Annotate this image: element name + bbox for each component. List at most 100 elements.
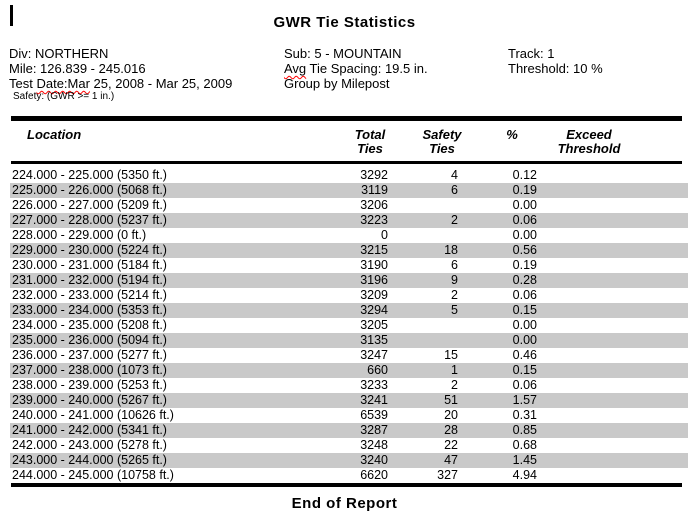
- table-row: 241.000 - 242.000 (5341 ft.) 3287 28 0.85: [10, 423, 688, 438]
- table-row: 233.000 - 234.000 (5353 ft.) 3294 5 0.15: [10, 303, 688, 318]
- row-safety-ties: 327: [437, 468, 458, 482]
- column-header-label: Ties: [429, 141, 455, 156]
- row-percent: 4.94: [512, 468, 537, 482]
- row-safety-ties: 51: [444, 393, 458, 407]
- row-exceed-threshold: [550, 333, 650, 348]
- column-header-label: Total: [354, 127, 386, 142]
- row-total-ties: 6620: [360, 468, 388, 482]
- row-location: 240.000 - 241.000 (10626 ft.): [12, 408, 174, 422]
- row-total-ties: 3209: [360, 288, 388, 302]
- row-exceed-threshold: [550, 198, 650, 213]
- row-exceed-threshold: [550, 303, 650, 318]
- row-location: 225.000 - 226.000 (5068 ft.): [12, 183, 167, 197]
- row-safety-ties: 2: [451, 213, 458, 227]
- row-percent: 0.85: [512, 423, 537, 437]
- row-exceed-threshold: [550, 318, 650, 333]
- row-total-ties: 3248: [360, 438, 388, 452]
- row-location: 244.000 - 245.000 (10758 ft.): [12, 468, 174, 482]
- row-safety-ties: 22: [444, 438, 458, 452]
- row-exceed-threshold: [550, 228, 650, 243]
- row-exceed-threshold: [550, 183, 650, 198]
- column-header-total-ties: Total Ties: [340, 128, 400, 156]
- table-row: 231.000 - 232.000 (5194 ft.) 3196 9 0.28: [10, 273, 688, 288]
- row-total-ties: 0: [381, 228, 388, 242]
- row-total-ties: 3292: [360, 168, 388, 182]
- table-row: 238.000 - 239.000 (5253 ft.) 3233 2 0.06: [10, 378, 688, 393]
- row-location: 243.000 - 244.000 (5265 ft.): [12, 453, 167, 467]
- row-location: 232.000 - 233.000 (5214 ft.): [12, 288, 167, 302]
- row-location: 231.000 - 232.000 (5194 ft.): [12, 273, 167, 287]
- sub-line: Sub: 5 - MOUNTAIN: [284, 46, 402, 61]
- table-rows: 224.000 - 225.000 (5350 ft.) 3292 4 0.12 225…: [10, 168, 688, 483]
- row-total-ties: 3215: [360, 243, 388, 257]
- safety-criteria-line: Safety: (GWR >= 1 in.): [13, 91, 115, 102]
- row-exceed-threshold: [550, 273, 650, 288]
- row-exceed-threshold: [550, 288, 650, 303]
- row-exceed-threshold: [550, 438, 650, 453]
- header-right-column: Track: 1 Threshold: 10 %: [508, 46, 603, 76]
- avg-rest: Tie Spacing: 19.5 in.: [306, 61, 428, 76]
- row-exceed-threshold: [550, 393, 650, 408]
- table-row: 227.000 - 228.000 (5237 ft.) 3223 2 0.06: [10, 213, 688, 228]
- bottom-rule: [11, 483, 682, 487]
- row-location: 226.000 - 227.000 (5209 ft.): [12, 198, 167, 212]
- row-safety-ties: 5: [451, 303, 458, 317]
- row-safety-ties: [380, 228, 458, 243]
- row-safety-ties: 9: [451, 273, 458, 287]
- table-row: 226.000 - 227.000 (5209 ft.) 3206 0.00: [10, 198, 688, 213]
- row-percent: 0.06: [512, 213, 537, 227]
- row-total-ties: 3190: [360, 258, 388, 272]
- report-title: GWR Tie Statistics: [273, 14, 416, 31]
- row-location: 224.000 - 225.000 (5350 ft.): [12, 168, 167, 182]
- row-exceed-threshold: [550, 348, 650, 363]
- row-exceed-threshold: [550, 243, 650, 258]
- table-row: 242.000 - 243.000 (5278 ft.) 3248 22 0.68: [10, 438, 688, 453]
- row-safety-ties: [380, 198, 458, 213]
- row-safety-ties: 1: [451, 363, 458, 377]
- row-percent: 1.57: [512, 393, 537, 407]
- row-percent: 0.00: [512, 198, 537, 212]
- row-location: 241.000 - 242.000 (5341 ft.): [12, 423, 167, 437]
- text-cursor: [10, 5, 13, 26]
- row-safety-ties: 2: [451, 288, 458, 302]
- table-row: 230.000 - 231.000 (5184 ft.) 3190 6 0.19: [10, 258, 688, 273]
- column-header-label: %: [506, 127, 518, 142]
- row-total-ties: 3135: [360, 333, 388, 347]
- group-by-line: Group by Milepost: [284, 76, 390, 91]
- row-total-ties: 660: [367, 363, 388, 377]
- row-location: 237.000 - 238.000 (1073 ft.): [12, 363, 167, 377]
- row-location: 242.000 - 243.000 (5278 ft.): [12, 438, 167, 452]
- row-safety-ties: 4: [451, 168, 458, 182]
- row-safety-ties: 15: [444, 348, 458, 362]
- avg-misspelled-word: Avg: [284, 61, 307, 76]
- row-total-ties: 3240: [360, 453, 388, 467]
- row-percent: 0.06: [512, 378, 537, 392]
- table-row: 240.000 - 241.000 (10626 ft.) 6539 20 0.31: [10, 408, 688, 423]
- row-safety-ties: 47: [444, 453, 458, 467]
- column-header-label: Location: [27, 127, 82, 142]
- row-exceed-threshold: [550, 408, 650, 423]
- top-rule: [11, 116, 682, 121]
- row-exceed-threshold: [550, 378, 650, 393]
- header-left-column: Div: NORTHERN Mile: 126.839 - 245.016 Te…: [9, 46, 232, 103]
- row-location: 233.000 - 234.000 (5353 ft.): [12, 303, 167, 317]
- table-row: 229.000 - 230.000 (5224 ft.) 3215 18 0.56: [10, 243, 688, 258]
- row-safety-ties: 18: [444, 243, 458, 257]
- row-percent: 0.31: [512, 408, 537, 422]
- row-percent: 0.15: [512, 363, 537, 377]
- row-total-ties: 3241: [360, 393, 388, 407]
- row-percent: 0.15: [512, 303, 537, 317]
- column-header-label: Threshold: [557, 141, 621, 156]
- mile-line: Mile: 126.839 - 245.016: [9, 61, 146, 76]
- end-of-report-label: End of Report: [291, 495, 398, 512]
- column-header-exceed-threshold: Exceed Threshold: [544, 128, 634, 156]
- row-total-ties: 3205: [360, 318, 388, 332]
- row-exceed-threshold: [550, 363, 650, 378]
- row-total-ties: 6539: [360, 408, 388, 422]
- row-safety-ties: 20: [444, 408, 458, 422]
- row-exceed-threshold: [550, 423, 650, 438]
- row-percent: 0.28: [512, 273, 537, 287]
- table-row: 237.000 - 238.000 (1073 ft.) 660 1 0.15: [10, 363, 688, 378]
- row-location: 238.000 - 239.000 (5253 ft.): [12, 378, 167, 392]
